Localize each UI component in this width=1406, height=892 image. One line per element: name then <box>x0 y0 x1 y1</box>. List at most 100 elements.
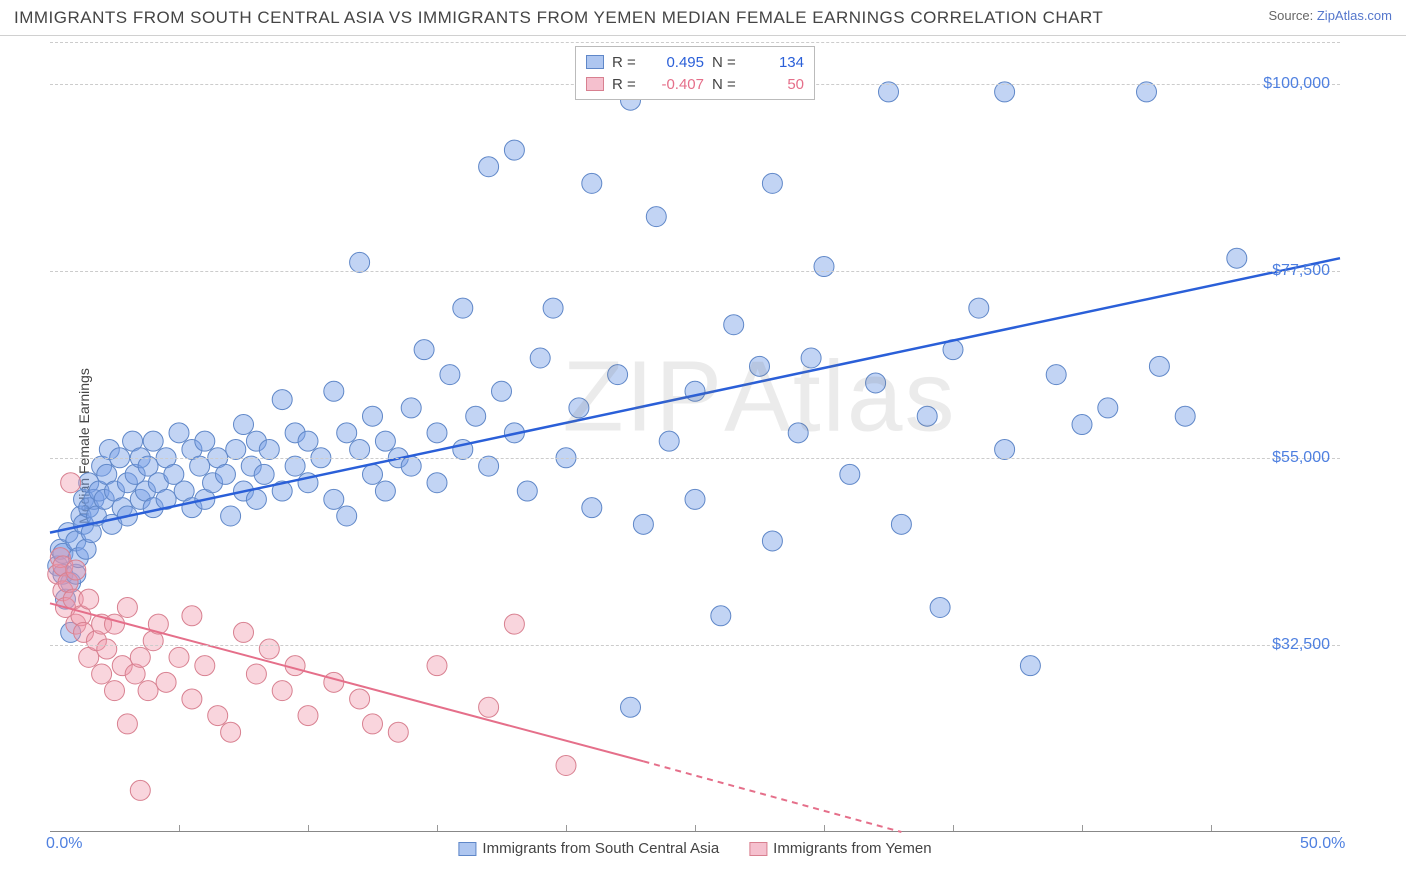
x-minor-tick <box>1082 825 1083 831</box>
asia-point <box>1046 365 1066 385</box>
asia-point <box>1175 406 1195 426</box>
n-label: N = <box>712 54 740 71</box>
yemen-point <box>169 647 189 667</box>
x-minor-tick <box>953 825 954 831</box>
asia-point <box>492 381 512 401</box>
asia-point <box>633 514 653 534</box>
gridline <box>50 458 1340 459</box>
yemen-point <box>324 672 344 692</box>
n-label: N = <box>712 76 740 93</box>
asia-point <box>324 381 344 401</box>
yemen-point <box>92 664 112 684</box>
yemen-point <box>66 560 86 580</box>
x-minor-tick <box>566 825 567 831</box>
asia-point <box>659 431 679 451</box>
asia-point <box>375 481 395 501</box>
asia-point <box>285 456 305 476</box>
y-tick-label: $100,000 <box>1263 75 1330 93</box>
asia-point <box>608 365 628 385</box>
asia-point <box>195 431 215 451</box>
asia-point <box>375 431 395 451</box>
asia-point <box>801 348 821 368</box>
yemen-point <box>298 706 318 726</box>
yemen-series-name: Immigrants from Yemen <box>773 840 931 857</box>
asia-point <box>221 506 241 526</box>
asia-point <box>930 597 950 617</box>
yemen-point <box>61 473 81 493</box>
gridline <box>50 645 1340 646</box>
yemen-trend-line-extrapolated <box>643 761 901 832</box>
asia-point <box>517 481 537 501</box>
asia-point <box>530 348 550 368</box>
asia-point <box>646 207 666 227</box>
asia-point <box>143 431 163 451</box>
asia-point <box>762 531 782 551</box>
chart-title: IMMIGRANTS FROM SOUTH CENTRAL ASIA VS IM… <box>14 8 1103 27</box>
yemen-point <box>234 622 254 642</box>
legend-item-asia: Immigrants from South Central Asia <box>458 840 719 857</box>
asia-point <box>1149 356 1169 376</box>
yemen-point <box>259 639 279 659</box>
yemen-point <box>130 780 150 800</box>
yemen-point <box>105 681 125 701</box>
yemen-point <box>221 722 241 742</box>
y-tick-label: $77,500 <box>1272 262 1330 280</box>
yemen-n-value: 50 <box>748 76 804 93</box>
yemen-point <box>105 614 125 634</box>
x-minor-tick <box>1211 825 1212 831</box>
asia-point <box>621 697 641 717</box>
asia-point <box>234 415 254 435</box>
yemen-point <box>479 697 499 717</box>
yemen-point <box>427 656 447 676</box>
yemen-point <box>79 589 99 609</box>
asia-point <box>814 257 834 277</box>
yemen-point <box>195 656 215 676</box>
asia-point <box>685 381 705 401</box>
y-tick-label: $55,000 <box>1272 449 1330 467</box>
yemen-point <box>182 606 202 626</box>
y-tick-label: $32,500 <box>1272 636 1330 654</box>
x-minor-tick <box>695 825 696 831</box>
asia-point <box>1227 248 1247 268</box>
asia-point <box>401 398 421 418</box>
x-minor-tick <box>824 825 825 831</box>
asia-point <box>917 406 937 426</box>
yemen-swatch <box>586 77 604 91</box>
yemen-point <box>556 755 576 775</box>
title-bar: IMMIGRANTS FROM SOUTH CENTRAL ASIA VS IM… <box>0 0 1406 36</box>
asia-point <box>762 173 782 193</box>
asia-point <box>401 456 421 476</box>
asia-point <box>685 489 705 509</box>
yemen-point <box>130 647 150 667</box>
chart-svg <box>50 42 1340 831</box>
asia-point <box>298 431 318 451</box>
asia-point <box>750 356 770 376</box>
yemen-point <box>97 639 117 659</box>
x-minor-tick <box>308 825 309 831</box>
asia-point <box>582 173 602 193</box>
asia-r-value: 0.495 <box>648 54 704 71</box>
asia-point <box>226 439 246 459</box>
asia-point <box>337 423 357 443</box>
asia-point <box>995 439 1015 459</box>
yemen-point <box>182 689 202 709</box>
source-attribution: Source: ZipAtlas.com <box>1268 8 1392 23</box>
yemen-point <box>156 672 176 692</box>
yemen-r-value: -0.407 <box>648 76 704 93</box>
series-legend: Immigrants from South Central Asia Immig… <box>458 840 931 857</box>
asia-point <box>1098 398 1118 418</box>
r-label: R = <box>612 54 640 71</box>
r-label: R = <box>612 76 640 93</box>
source-link[interactable]: ZipAtlas.com <box>1317 8 1392 23</box>
asia-point <box>190 456 210 476</box>
asia-point <box>246 489 266 509</box>
yemen-point <box>388 722 408 742</box>
asia-point <box>324 489 344 509</box>
asia-point <box>337 506 357 526</box>
yemen-point <box>138 681 158 701</box>
asia-point <box>363 464 383 484</box>
asia-point <box>427 423 447 443</box>
asia-swatch <box>586 55 604 69</box>
asia-point <box>569 398 589 418</box>
yemen-point <box>246 664 266 684</box>
